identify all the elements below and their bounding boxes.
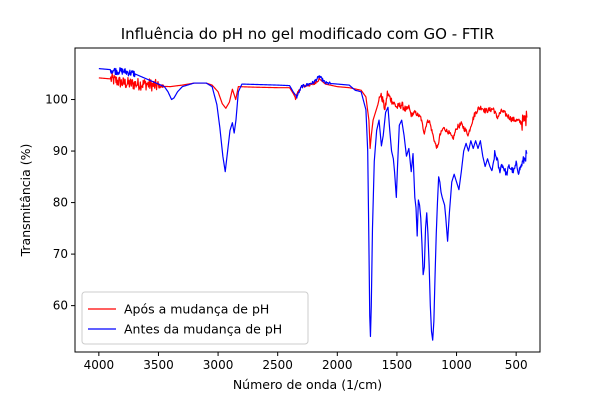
- x-tick-label: 1000: [441, 358, 472, 372]
- x-tick-label: 4000: [84, 358, 115, 372]
- legend-box: [81, 291, 309, 345]
- y-tick-label: 100: [45, 93, 68, 107]
- y-tick-label: 90: [53, 144, 68, 158]
- legend: Após a mudança de pH Antes da mudança de …: [81, 291, 309, 345]
- chart-title: Influência do pH no gel modificado com G…: [121, 25, 495, 43]
- x-tick-label: 3500: [143, 358, 174, 372]
- y-axis: 60 70 80 90 100: [45, 93, 75, 313]
- plot-frame: [74, 47, 541, 353]
- x-tick-label: 1500: [382, 358, 413, 372]
- y-tick-label: 60: [53, 299, 68, 313]
- series-line-1: [98, 72, 528, 150]
- x-tick-label: 2500: [262, 358, 293, 372]
- legend-label-1: Após a mudança de pH: [124, 302, 269, 317]
- x-tick-label: 2000: [322, 358, 353, 372]
- x-axis: 4000 3500 3000 2500 2000 1500 1000 500: [84, 352, 528, 372]
- legend-label-2: Antes da mudança de pH: [124, 322, 282, 337]
- x-axis-label: Número de onda (1/cm): [233, 377, 382, 392]
- x-tick-label: 500: [505, 358, 528, 372]
- y-tick-label: 80: [53, 196, 68, 210]
- plot-lines: [98, 67, 528, 341]
- series-line-2: [98, 67, 528, 341]
- x-tick-label: 3000: [203, 358, 234, 372]
- y-tick-label: 70: [53, 247, 68, 261]
- y-axis-label: Transmitância (%): [18, 144, 33, 258]
